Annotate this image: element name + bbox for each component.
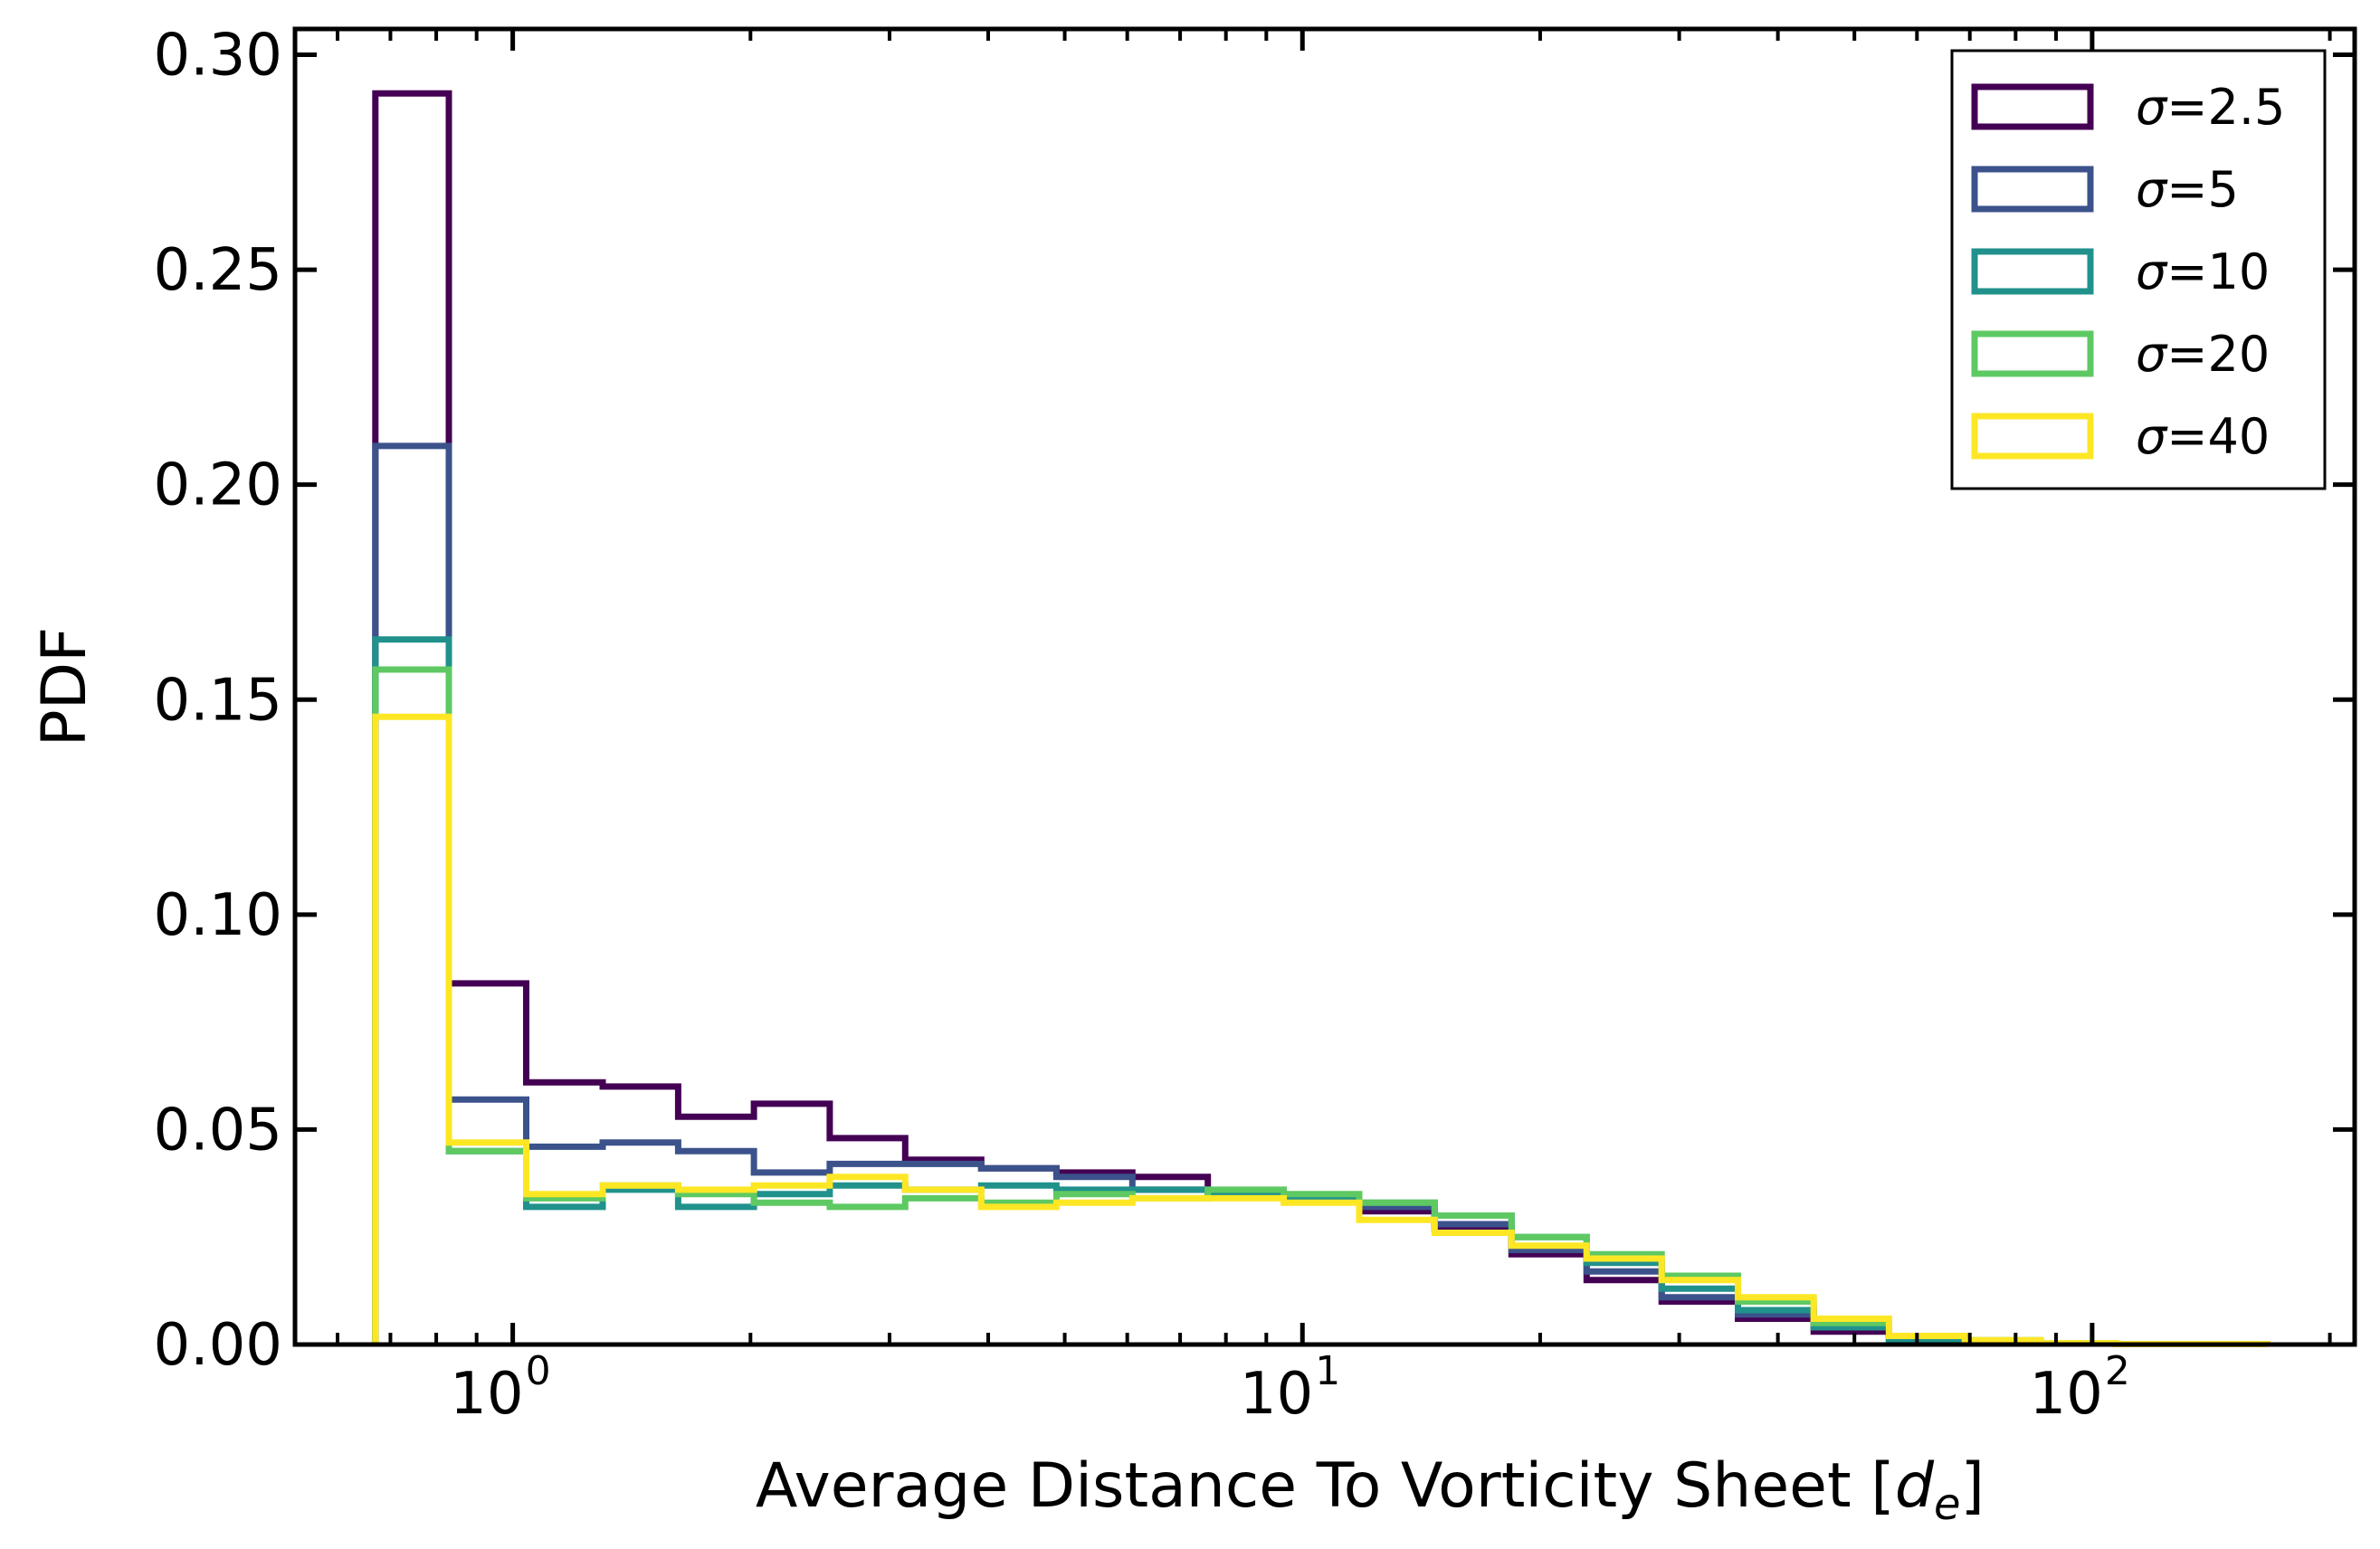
legend-swatch <box>1971 248 2094 295</box>
y-tick-label: 0.20 <box>154 452 283 519</box>
legend-swatch <box>1971 330 2094 377</box>
legend-label: σ=5 <box>2136 161 2239 218</box>
y-tick-label: 0.10 <box>154 882 283 949</box>
y-tick-label: 0.30 <box>154 23 283 90</box>
y-tick-label: 0.00 <box>154 1312 283 1379</box>
legend-label: σ=20 <box>2136 326 2270 383</box>
plot-content <box>372 90 2271 1347</box>
legend-entry: σ=10 <box>1971 243 2270 300</box>
legend: σ=2.5σ=5σ=10σ=20σ=40 <box>1950 49 2327 490</box>
x-axis-title-part: d <box>1895 1450 1935 1522</box>
y-tick-label: 0.25 <box>154 237 283 304</box>
x-tick-label-exponent: 0 <box>526 1348 551 1394</box>
legend-label-value: =40 <box>2166 408 2270 465</box>
x-tick-label: 10 1 <box>1240 1348 1340 1428</box>
legend-swatch <box>1971 413 2094 460</box>
x-axis-title: Average Distance To Vorticity Sheet [de] <box>756 1450 1985 1530</box>
legend-entry: σ=40 <box>1971 408 2270 465</box>
legend-swatch <box>1971 166 2094 213</box>
legend-label-symbol: σ <box>2136 408 2168 465</box>
plot-frame <box>292 26 2357 1347</box>
histogram-series-5 <box>372 713 2271 1347</box>
x-axis-title-part: ] <box>1961 1450 1985 1522</box>
legend-entry: σ=2.5 <box>1971 79 2285 136</box>
y-tick-label: 0.05 <box>154 1097 283 1164</box>
legend-label-symbol: σ <box>2136 161 2168 218</box>
legend-label: σ=2.5 <box>2136 79 2285 136</box>
x-tick-label-base: 10 <box>450 1361 523 1428</box>
x-tick-label-exponent: 1 <box>1315 1348 1340 1394</box>
legend-label-value: =2.5 <box>2166 79 2285 136</box>
legend-label-symbol: σ <box>2136 326 2168 383</box>
legend-label: σ=40 <box>2136 408 2270 465</box>
legend-label: σ=10 <box>2136 243 2270 300</box>
legend-label-value: =10 <box>2166 243 2270 300</box>
legend-entry: σ=5 <box>1971 161 2239 218</box>
x-axis-title-part: e <box>1934 1479 1961 1530</box>
x-tick-label: 10 2 <box>2029 1348 2129 1428</box>
x-axis-title-part: Average Distance To Vorticity Sheet [ <box>756 1450 1895 1522</box>
x-tick-label-base: 10 <box>2029 1361 2102 1428</box>
x-tick-label-exponent: 2 <box>2105 1348 2130 1394</box>
legend-label-value: =20 <box>2166 326 2270 383</box>
legend-entry: σ=20 <box>1971 326 2270 383</box>
legend-label-symbol: σ <box>2136 79 2168 136</box>
legend-label-value: =5 <box>2166 161 2239 218</box>
y-tick-label: 0.15 <box>154 667 283 734</box>
y-axis-title: PDF <box>29 627 100 746</box>
x-tick-label-base: 10 <box>1240 1361 1313 1428</box>
legend-label-symbol: σ <box>2136 243 2168 300</box>
x-tick-label: 10 0 <box>450 1348 550 1428</box>
legend-swatch <box>1971 83 2094 130</box>
